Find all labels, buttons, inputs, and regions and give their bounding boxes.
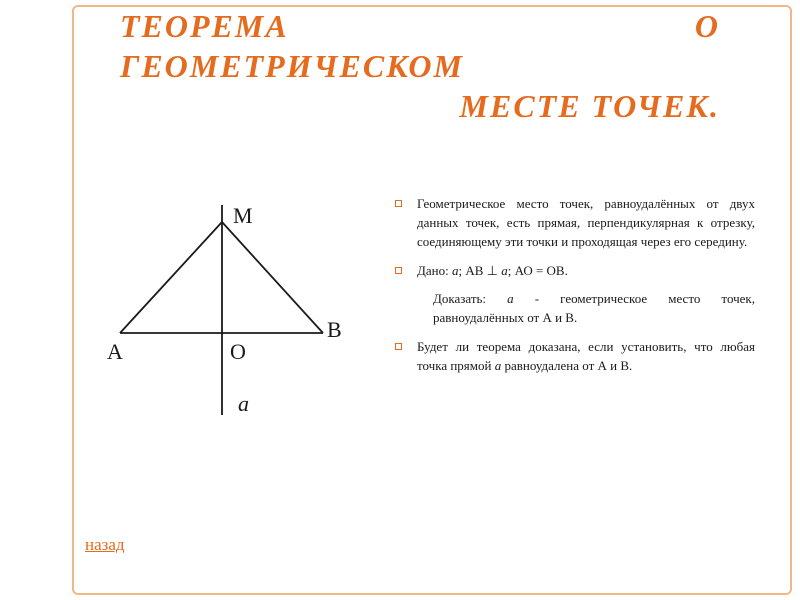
p2-a2: а	[498, 263, 508, 278]
back-link-label: назад	[85, 535, 125, 554]
title-line1a: ТЕОРЕМА	[120, 8, 289, 44]
paragraph-4: Будет ли теорема доказана, если установи…	[395, 338, 755, 376]
bullet-icon	[395, 200, 402, 207]
label-a-point: A	[107, 339, 123, 365]
label-o: O	[230, 339, 246, 365]
title-line3: МЕСТЕ ТОЧЕК.	[120, 86, 720, 126]
label-a-line: a	[238, 391, 249, 417]
diagram-svg	[105, 205, 355, 430]
label-b: B	[327, 317, 342, 343]
perp-symbol: ⊥	[487, 262, 498, 281]
p2-pre: Дано:	[417, 263, 452, 278]
slide-title: ТЕОРЕМА О ГЕОМЕТРИЧЕСКОМ МЕСТЕ ТОЧЕК.	[120, 6, 720, 126]
p4-post: равноудалена от А и В.	[501, 358, 632, 373]
paragraph-2: Дано: а; АВ ⊥ а; АО = ОВ.	[395, 262, 755, 281]
paragraph-3: Доказать: а - геометрическое место точек…	[395, 290, 755, 328]
p2-mid1: ; АВ	[458, 263, 486, 278]
p1-text: Геометрическое место точек, равноудалённ…	[417, 196, 755, 249]
segment-bm	[222, 222, 323, 333]
bullet-icon	[395, 343, 402, 350]
bullet-icon	[395, 267, 402, 274]
paragraph-1: Геометрическое место точек, равноудалённ…	[395, 195, 755, 252]
title-line2: ГЕОМЕТРИЧЕСКОМ	[120, 48, 464, 84]
label-m: M	[233, 203, 253, 229]
geometry-diagram: M A O B a	[105, 205, 355, 435]
p3-pre: Доказать:	[433, 291, 507, 306]
back-link[interactable]: назад	[85, 535, 125, 555]
p2-mid2: ; АО = ОВ.	[508, 263, 568, 278]
segment-am	[120, 222, 222, 333]
title-line1b: О	[695, 8, 720, 44]
body-text: Геометрическое место точек, равноудалённ…	[395, 195, 755, 386]
